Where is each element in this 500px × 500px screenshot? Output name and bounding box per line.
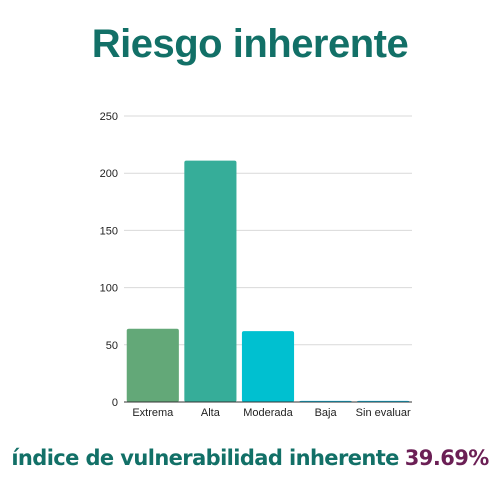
bar-extrema <box>126 328 179 402</box>
y-tick-label: 0 <box>112 397 118 409</box>
bar-alta <box>184 160 237 402</box>
vulnerability-index: índice de vulnerabilidad inherente 39.69% <box>0 446 500 470</box>
y-tick-label: 100 <box>100 283 118 295</box>
bars <box>126 160 410 403</box>
y-tick-label: 250 <box>100 111 118 123</box>
y-tick-label: 200 <box>100 168 118 180</box>
grid-lines <box>124 115 412 346</box>
y-tick-label: 50 <box>106 340 118 352</box>
x-tick-label: Sin evaluar <box>356 407 411 419</box>
x-tick-label: Baja <box>315 407 338 419</box>
x-tick-label: Extrema <box>132 407 174 419</box>
chart-title: Riesgo inherente <box>91 22 409 66</box>
vulnerability-index-value: 39.69% <box>404 446 489 470</box>
vulnerability-index-label: índice de vulnerabilidad inherente <box>11 446 399 470</box>
y-axis-ticks: 0 50 100 150 200 250 <box>100 111 118 409</box>
x-tick-label: Alta <box>201 407 221 419</box>
bar-moderada <box>241 331 295 402</box>
x-axis-ticks: Extrema Alta Moderada Baja Sin evaluar <box>132 407 411 419</box>
y-tick-label: 150 <box>100 225 118 237</box>
x-tick-label: Moderada <box>243 407 293 419</box>
